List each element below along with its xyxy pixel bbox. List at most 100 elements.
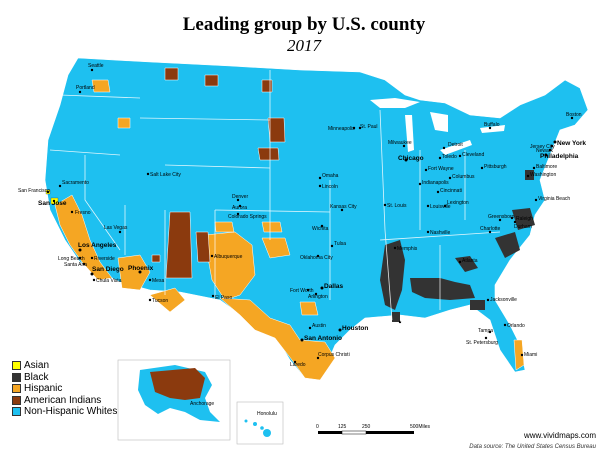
- city-atlanta: Atlanta: [462, 258, 478, 264]
- city-philadelphia: Philadelphia: [540, 153, 579, 160]
- city-charlotte: Charlotte: [480, 226, 501, 232]
- scale-bar: [318, 430, 414, 435]
- city-wichita: Wichita: [312, 226, 329, 232]
- city-lincoln: Lincoln: [322, 184, 338, 190]
- city-houston: Houston: [342, 325, 368, 332]
- city-orlando: Orlando: [507, 323, 525, 329]
- city-miami: Miami: [524, 352, 537, 358]
- hispanic-west-tx: [299, 301, 319, 316]
- black-mississippi-delta: [380, 240, 405, 310]
- indian-nm-west: [195, 231, 211, 263]
- hispanic-texas: [219, 297, 336, 381]
- hispanic-yakima: [91, 79, 111, 93]
- border-mt-wy: [139, 117, 271, 121]
- border-co-ks: [164, 164, 271, 169]
- alaska-indian-region: [150, 368, 205, 400]
- city-st-paul: St. Paul: [360, 124, 378, 130]
- legend-label-non-hispanic-whites: Non-Hispanic Whites: [24, 406, 118, 418]
- city-kansas-city: Kansas City: [330, 204, 357, 210]
- city-buffalo: Buffalo: [484, 122, 500, 128]
- city-markers: Seattle Portland San Francisco San Jose …: [18, 63, 586, 368]
- city-new-orleans: New Orleans: [400, 318, 429, 324]
- black-carolina: [495, 232, 520, 258]
- scale-label-500: 500Miles: [410, 424, 431, 430]
- indian-south-dakota: [267, 117, 286, 143]
- state-borders: [49, 70, 501, 321]
- city-dallas: Dallas: [324, 283, 344, 290]
- lake-michigan: [405, 115, 414, 152]
- border-ks-ok: [214, 209, 331, 213]
- black-georgia-s: [470, 300, 485, 310]
- hispanic-regions: [54, 79, 525, 381]
- city-tulsa: Tulsa: [334, 241, 346, 247]
- city-long-beach: Long Beach: [58, 256, 85, 262]
- legend-label-black: Black: [24, 371, 49, 383]
- black-virginia: [512, 208, 535, 230]
- legend-label-hispanic: Hispanic: [24, 383, 63, 395]
- city-raleigh: Raleigh: [516, 216, 533, 222]
- city-salt-lake-city: Salt Lake City: [150, 172, 181, 178]
- city-boston: Boston: [566, 112, 582, 118]
- legend-item-hispanic: Hispanic: [12, 383, 117, 395]
- city-new-york: New York: [557, 140, 586, 147]
- city-baltimore: Baltimore: [536, 164, 557, 170]
- city-colorado-springs: Colorado Springs: [228, 214, 267, 220]
- indian-nd: [261, 79, 273, 93]
- city-phoenix: Phoenix: [128, 265, 154, 272]
- map-title: Leading group by U.S. county: [182, 14, 426, 35]
- city-laredo: Laredo: [290, 362, 306, 368]
- legend-swatch-asian: [12, 361, 21, 371]
- legend-swatch-american-indians: [12, 395, 21, 405]
- legend-item-non-hispanic-whites: Non-Hispanic Whites: [12, 406, 117, 418]
- lake-erie: [440, 140, 472, 155]
- hispanic-kansas: [261, 221, 283, 233]
- legend-swatch-non-hispanic-whites: [12, 407, 21, 417]
- city-omaha: Omaha: [322, 173, 339, 179]
- legend-swatch-black: [12, 372, 21, 382]
- city-sacramento: Sacramento: [62, 180, 89, 186]
- city-portland: Portland: [76, 85, 95, 91]
- city-cleveland: Cleveland: [462, 152, 484, 158]
- hawaii-map: [244, 419, 271, 437]
- city-minneapolis: Minneapolis: [328, 126, 355, 132]
- city-memphis: Memphis: [397, 246, 418, 252]
- black-majority-regions: [380, 170, 535, 322]
- legend-swatch-hispanic: [12, 384, 21, 394]
- legend-item-black: Black: [12, 372, 117, 384]
- indian-montana: [164, 67, 179, 81]
- border-or-ca: [49, 149, 121, 156]
- city-chicago: Chicago: [398, 155, 424, 162]
- hispanic-new-mexico: [204, 231, 256, 301]
- city-st-louis: St. Louis: [387, 203, 407, 209]
- black-alabama: [410, 278, 475, 300]
- city-los-angeles: Los Angeles: [78, 242, 117, 249]
- lake-ontario: [480, 125, 505, 133]
- american-indian-regions: [151, 67, 286, 279]
- map-year: 2017: [287, 36, 321, 55]
- website-credit: www.vividmaps.com: [523, 431, 596, 440]
- border-ca-nv: [84, 155, 121, 251]
- city-greensboro: Greensboro: [488, 214, 515, 220]
- indian-navajo: [165, 211, 193, 279]
- hawaii-inset-frame: [236, 401, 284, 445]
- scale-label-125: 125: [338, 424, 347, 430]
- city-mesa: Mesa: [152, 278, 164, 284]
- city-corpus-christi: Corpus Christi: [318, 352, 350, 358]
- city-tucson: Tucson: [152, 298, 168, 304]
- city-milwaukee: Milwaukee: [388, 140, 412, 146]
- black-georgia: [455, 256, 478, 272]
- city-washington: Washington: [530, 172, 556, 178]
- city-seattle: Seattle: [88, 63, 104, 69]
- city-tampa: Tampa: [478, 328, 493, 334]
- alaska-inset-frame: [117, 359, 231, 441]
- great-lakes: [370, 98, 505, 155]
- city-fresno: Fresno: [75, 210, 91, 216]
- city-anchorage: Anchorage: [190, 401, 214, 407]
- city-san-antonio: San Antonio: [304, 335, 342, 342]
- city-el-paso: El Paso: [215, 295, 232, 301]
- city-toledo: Toledo: [442, 154, 457, 160]
- city-jersey-city: Jersey City: [530, 144, 555, 150]
- city-santa-ana: Santa Ana: [64, 262, 87, 268]
- city-honolulu: Honolulu: [257, 411, 277, 417]
- border-wa-or: [59, 94, 141, 99]
